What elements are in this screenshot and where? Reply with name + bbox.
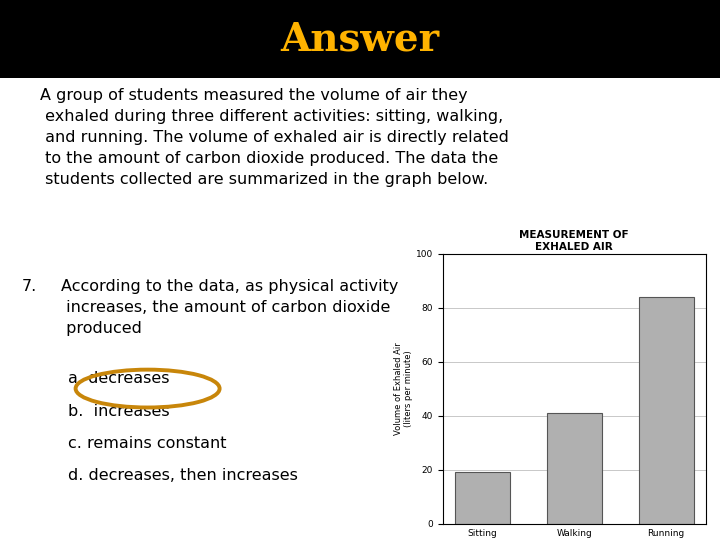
Bar [639, 297, 693, 524]
Y-axis label: Volume of Exhaled Air
(liters per minute): Volume of Exhaled Air (liters per minute… [394, 342, 413, 435]
Text: Answer: Answer [280, 20, 440, 58]
Text: b.  increases: b. increases [68, 404, 170, 419]
Text: A group of students measured the volume of air they
 exhaled during three differ: A group of students measured the volume … [40, 87, 508, 186]
Text: According to the data, as physical activity
 increases, the amount of carbon dio: According to the data, as physical activ… [61, 279, 399, 336]
Text: 7.: 7. [22, 279, 37, 294]
Text: c. remains constant: c. remains constant [68, 436, 227, 451]
Bar [455, 472, 510, 524]
Title: MEASUREMENT OF
EXHALED AIR: MEASUREMENT OF EXHALED AIR [519, 230, 629, 252]
Text: d. decreases, then increases: d. decreases, then increases [68, 468, 298, 483]
Bar [546, 413, 602, 524]
Text: a. decreases: a. decreases [68, 372, 170, 387]
